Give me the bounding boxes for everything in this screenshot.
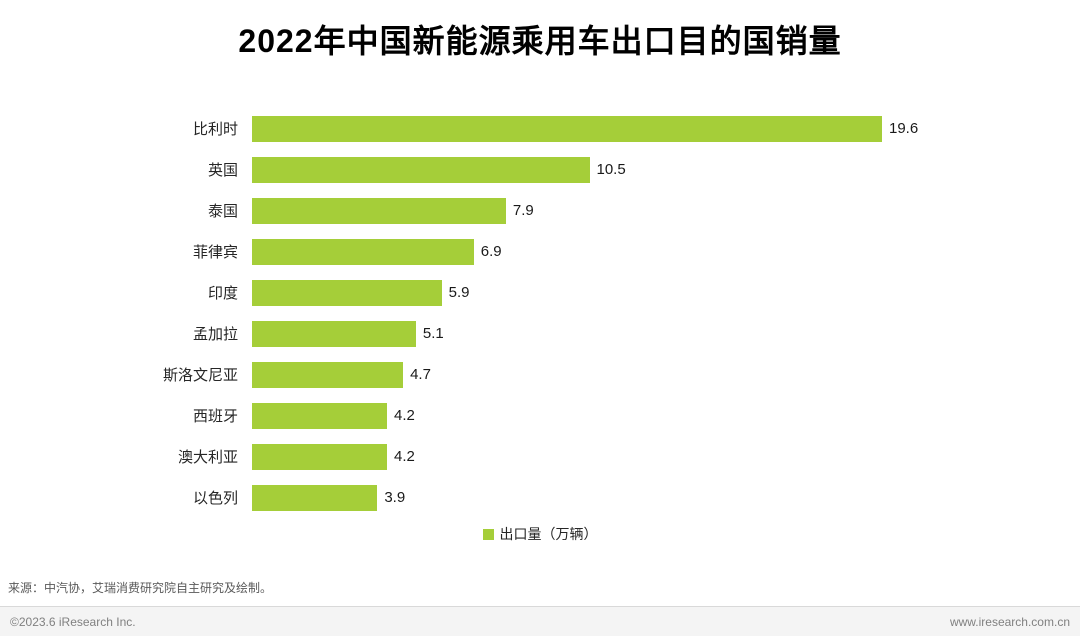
legend: 出口量（万辆） (0, 524, 1080, 544)
bar-chart: 比利时 19.6 英国 10.5 泰国 7.9 菲律宾 6.9 印度 5.9 孟加拉 5.1 斯洛文尼亚… (110, 108, 1040, 518)
source-note: 来源：中汽协，艾瑞消费研究院自主研究及绘制。 (8, 581, 273, 595)
bar-area: 4.2 (252, 443, 1040, 470)
value-label: 4.2 (394, 407, 415, 424)
bar (252, 279, 442, 306)
bar-row: 斯洛文尼亚 4.7 (110, 354, 1040, 395)
bar-row: 孟加拉 5.1 (110, 313, 1040, 354)
value-label: 6.9 (480, 243, 502, 260)
bar (252, 361, 404, 388)
bar-area: 6.9 (252, 238, 1040, 265)
value-label: 5.9 (448, 284, 470, 301)
chart-title: 2022年中国新能源乘用车出口目的国销量 (238, 23, 842, 59)
bar (252, 320, 416, 347)
bar-area: 4.7 (252, 361, 1040, 388)
bar-area: 5.1 (252, 320, 1040, 347)
bar-area: 7.9 (252, 197, 1040, 224)
bar-area: 5.9 (252, 279, 1040, 306)
bar (252, 484, 378, 511)
value-label: 4.7 (410, 366, 431, 383)
bar-area: 10.5 (252, 156, 1040, 183)
value-label: 7.9 (512, 202, 534, 219)
value-label: 19.6 (889, 120, 919, 137)
value-label: 3.9 (384, 489, 406, 506)
bar-row: 菲律宾 6.9 (110, 231, 1040, 272)
category-label: 比利时 (192, 121, 238, 138)
legend-label: 出口量（万辆） (499, 526, 598, 542)
bar (252, 238, 474, 265)
category-label: 以色列 (192, 490, 238, 507)
bar-row: 比利时 19.6 (110, 108, 1040, 149)
value-label: 10.5 (596, 161, 626, 178)
value-label: 4.2 (394, 448, 415, 465)
bar (252, 156, 590, 183)
category-label: 英国 (207, 162, 238, 179)
bar-area: 3.9 (252, 484, 1040, 511)
value-label: 5.1 (422, 325, 444, 342)
bar (252, 197, 506, 224)
website-text: www.iresearch.com.cn (949, 614, 1070, 629)
bar-row: 泰国 7.9 (110, 190, 1040, 231)
category-label: 菲律宾 (192, 244, 238, 261)
category-label: 孟加拉 (192, 326, 238, 343)
bar-area: 4.2 (252, 402, 1040, 429)
category-label: 西班牙 (192, 408, 238, 425)
bar (252, 402, 387, 429)
footer: ©2023.6 iResearch Inc. www.iresearch.com… (0, 606, 1080, 636)
legend-swatch-icon (482, 528, 494, 540)
bar-row: 以色列 3.9 (110, 477, 1040, 518)
bar-area: 19.6 (252, 115, 1040, 142)
bar-row: 印度 5.9 (110, 272, 1040, 313)
bar-row: 英国 10.5 (110, 149, 1040, 190)
category-label: 泰国 (207, 203, 238, 220)
copyright-text: ©2023.6 iResearch Inc. (10, 614, 136, 629)
bar-row: 澳大利亚 4.2 (110, 436, 1040, 477)
category-label: 印度 (207, 285, 238, 302)
category-label: 澳大利亚 (177, 449, 238, 466)
bar-row: 西班牙 4.2 (110, 395, 1040, 436)
category-label: 斯洛文尼亚 (162, 367, 238, 384)
bar (252, 115, 882, 142)
bar (252, 443, 387, 470)
